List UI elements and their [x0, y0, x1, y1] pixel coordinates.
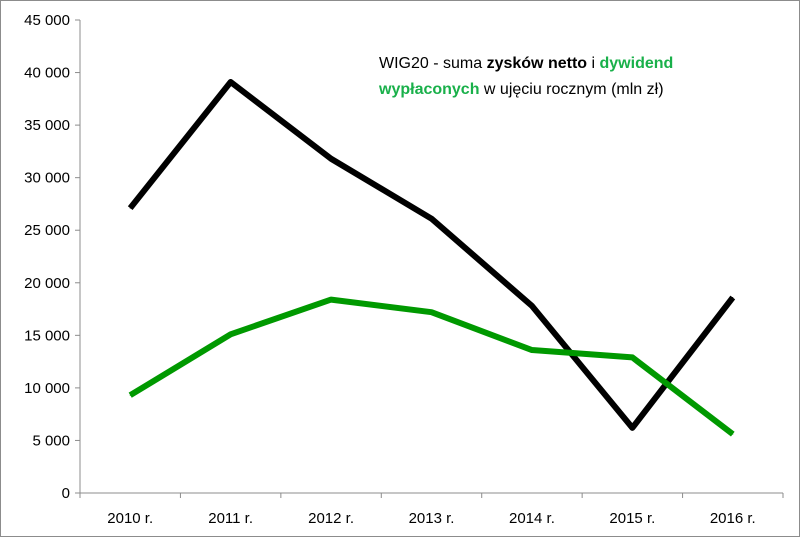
data-point-2 — [230, 333, 232, 335]
axes: 0 5 000 10 000 15 000 20 000 25 000 30 000 35 0… — [24, 12, 784, 527]
data-point-1 — [531, 305, 533, 307]
y-tick-label: 30 000 — [24, 170, 70, 187]
data-point-1 — [129, 207, 131, 209]
x-tick-label: 2013 r. — [409, 510, 455, 527]
y-tick-label: 45 000 — [24, 12, 70, 29]
chart-title: WIG20 - suma zysków netto i dywidend wyp… — [379, 51, 673, 103]
data-point-2 — [330, 299, 332, 301]
series-layer — [127, 79, 736, 437]
data-point-1 — [330, 158, 332, 160]
x-tick-label: 2012 r. — [308, 510, 354, 527]
y-tick-label: 15 000 — [24, 327, 70, 344]
x-tick-label: 2014 r. — [509, 510, 555, 527]
title-part3: i — [587, 55, 600, 72]
data-point-1 — [431, 218, 432, 220]
y-tick-label: 20 000 — [24, 275, 70, 292]
data-point-2 — [631, 356, 633, 358]
data-point-2 — [531, 349, 533, 351]
title-part1: WIG20 - suma — [379, 55, 487, 72]
data-point-2 — [732, 433, 734, 435]
title-part6: w ujęciu rocznym (mln zł) — [479, 81, 664, 98]
x-tick-label: 2010 r. — [107, 510, 153, 527]
title-part4: dywidend — [599, 55, 674, 72]
y-tick-label: 40 000 — [24, 65, 70, 82]
x-tick-label: 2011 r. — [208, 510, 253, 527]
x-tick-label: 2015 r. — [609, 510, 655, 527]
data-point-1 — [230, 81, 232, 83]
title-part5: wypłaconych — [379, 81, 480, 98]
y-tick-label: 10 000 — [24, 380, 70, 397]
y-tick-label: 25 000 — [24, 222, 70, 239]
y-tick-label: 35 000 — [24, 117, 70, 134]
series-line-1 — [127, 79, 736, 431]
data-point-1 — [732, 296, 734, 298]
title-part2: zysków netto — [486, 55, 588, 72]
y-tick-label: 0 — [62, 485, 70, 502]
x-tick-label: 2016 r. — [710, 510, 756, 527]
data-point-2 — [129, 394, 131, 396]
data-point-1 — [631, 427, 633, 429]
data-point-2 — [431, 311, 432, 313]
y-tick-label: 5 000 — [32, 432, 70, 449]
